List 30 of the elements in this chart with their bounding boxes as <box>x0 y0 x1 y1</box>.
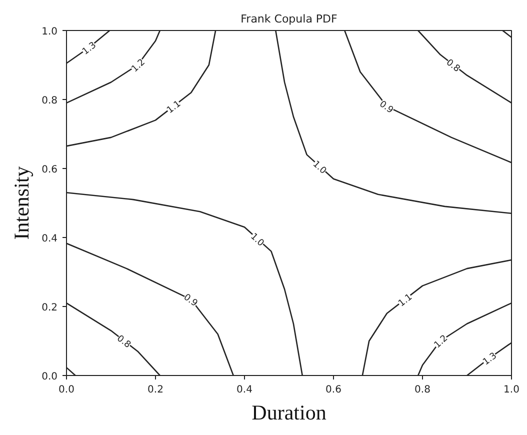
x-axis-title: Duration <box>252 400 327 424</box>
text: 0.8 <box>114 334 132 351</box>
text: 1.0 <box>248 232 266 250</box>
text: 1.1 <box>396 292 414 310</box>
text: 1.1 <box>166 99 183 116</box>
x-tick-label: 0.4 <box>236 384 252 396</box>
line-series <box>66 302 161 376</box>
series-label: 0.9 <box>181 292 200 310</box>
x-tick-label: 0.2 <box>148 384 164 396</box>
text: 1.0 <box>310 159 328 177</box>
y-tick-label: 0.6 <box>42 164 58 176</box>
series-label: 1.3 <box>80 40 98 58</box>
line-series <box>66 192 303 376</box>
x-tick-label: 0.6 <box>326 384 342 396</box>
x-tick-label: 0.8 <box>414 384 430 396</box>
y-tick-label: 0.0 <box>42 372 58 382</box>
series-label: 1.3 <box>481 351 499 368</box>
series-label: 1.2 <box>432 334 450 351</box>
x-tick-label: 0.0 <box>58 384 74 396</box>
x-tick-label: 1.0 <box>504 384 520 396</box>
y-tick-label: 0.4 <box>42 234 58 244</box>
text: 0.8 <box>444 58 462 75</box>
y-axis-title: Intensity <box>10 166 34 240</box>
series-label: 1.2 <box>130 58 148 75</box>
line-series <box>66 242 234 376</box>
chart-title: Frank Copula PDF <box>240 12 338 26</box>
y-tick-label: 0.8 <box>42 96 58 106</box>
y-tick-label: 0.2 <box>42 302 58 314</box>
series-label: 0.9 <box>377 99 395 116</box>
y-tick-label: 1.0 <box>42 26 58 38</box>
